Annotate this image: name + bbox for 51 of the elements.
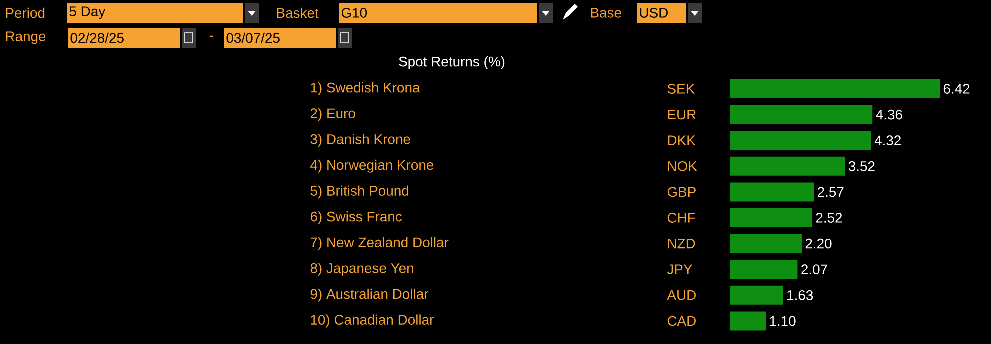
- data-label: 4.32: [874, 136, 901, 146]
- bar: [730, 182, 814, 202]
- y2-tick-label: JPY: [667, 264, 692, 274]
- data-label: 1.63: [788, 290, 814, 300]
- text: Spot Returns (%): [399, 56, 505, 70]
- y-tick-label: 4) Norwegian Krone: [310, 160, 434, 173]
- data-label: 4.36: [876, 110, 902, 120]
- bar: [730, 156, 846, 176]
- y-tick-label: 8) Japanese Yen: [310, 263, 414, 276]
- y2-tick-label: CAD: [668, 316, 696, 326]
- y2-tick-label: NOK: [668, 161, 698, 172]
- y-tick-label: 3) Danish Krone: [310, 134, 410, 148]
- text: Basket: [277, 8, 319, 18]
- y-tick-label: 5) British Pound: [310, 186, 409, 199]
- data-label: 3.52: [848, 161, 875, 172]
- y2-tick-label: CHF: [668, 213, 696, 223]
- y-tick-label: 7) New Zealand Dollar: [310, 237, 449, 250]
- text: Base: [591, 8, 622, 18]
- text: Range: [6, 32, 46, 44]
- text: 5 Day: [70, 6, 106, 20]
- data-label: 2.52: [816, 213, 842, 223]
- y-tick-label: 9) Australian Dollar: [310, 288, 429, 302]
- y2-tick-label: AUD: [667, 290, 696, 300]
- data-label: 2.07: [802, 264, 828, 275]
- bar: [730, 80, 940, 99]
- bar: [730, 260, 798, 280]
- data-label: 2.57: [818, 187, 844, 198]
- y-tick-label: 2) Euro: [310, 108, 356, 122]
- data-label: 1.10: [770, 316, 796, 326]
- bar: [730, 105, 873, 124]
- y-tick-label: 1) Swedish Krona: [311, 82, 420, 96]
- y2-tick-label: NZD: [668, 239, 696, 249]
- text: 02/28/25: [70, 32, 124, 44]
- y2-tick-label: SEK: [668, 84, 695, 94]
- text: G10: [342, 8, 368, 18]
- text: -: [210, 36, 214, 37]
- bar: [730, 131, 872, 150]
- bar: [730, 208, 812, 228]
- bar: [730, 312, 766, 331]
- text: 03/07/25: [226, 32, 280, 44]
- y2-tick-label: GBP: [668, 187, 696, 198]
- data-label: 2.20: [806, 238, 832, 249]
- y2-tick-label: DKK: [668, 136, 696, 146]
- data-label: 6.42: [944, 84, 970, 94]
- bar: [730, 286, 784, 305]
- y-tick-label: 6) Swiss Franc: [310, 212, 402, 225]
- text: USD: [640, 8, 668, 18]
- y-tick-label: 10) Canadian Dollar: [311, 314, 434, 328]
- text: Period: [6, 8, 45, 18]
- y2-tick-label: EUR: [668, 110, 696, 120]
- bar: [730, 234, 802, 254]
